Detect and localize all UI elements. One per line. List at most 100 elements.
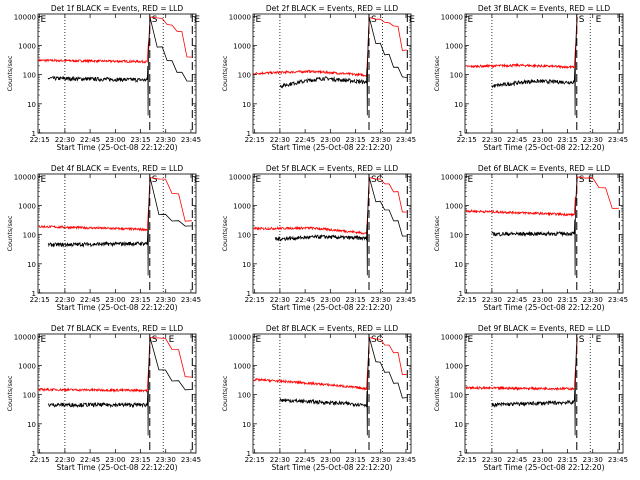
y-tick-label: 10 [27,261,36,269]
y-tick-label: 1000 [233,202,251,210]
plot-frame [252,13,412,134]
event-marker-label: E [409,15,415,25]
event-marker-label: C [376,335,382,345]
y-axis-label: Counts/sec [221,375,229,411]
y-tick-label: 100 [23,72,36,80]
x-tick-label: 23:00 [320,456,340,464]
x-tick-label: 23:30 [156,456,176,464]
x-tick-label: 23:45 [608,456,628,464]
event-marker-label: S [371,15,377,25]
y-tick-label: 1000 [445,42,463,50]
event-marker-label: C [376,175,382,185]
x-tick-label: 22:15 [457,136,477,144]
y-tick-label: 100 [450,392,463,400]
y-tick-label: 10 [454,101,463,109]
y-tick-label: 10000 [229,13,251,21]
x-tick-label: 22:45 [507,456,527,464]
x-tick-label: 22:30 [270,296,290,304]
y-axis-label: Counts/sec [6,375,14,411]
x-tick-label: 22:30 [482,136,502,144]
event-marker-label: E [41,335,47,345]
y-tick-label: 100 [238,232,251,240]
event-marker-label: E [596,335,602,345]
x-tick-label: 23:45 [181,296,201,304]
plot-title: Det 7f BLACK = Events, RED = LLD [51,324,184,333]
event-marker-label: E [468,175,474,185]
x-tick-label: 22:30 [55,296,75,304]
x-tick-label: 22:30 [270,456,290,464]
detector-plot: Det 3f BLACK = Events, RED = LLD 1 10 100 10… [433,4,628,152]
x-tick-label: 23:00 [532,456,552,464]
events-series-line [47,337,192,436]
plot-frame [37,173,197,294]
x-tick-label: 22:30 [55,456,75,464]
event-marker-label: E [41,175,47,185]
lld-series-line [465,176,619,218]
plot-title: Det 4f BLACK = Events, RED = LLD [51,164,184,173]
x-tick-label: 22:45 [80,456,100,464]
x-tick-label: 22:45 [295,456,315,464]
y-tick-label: 10 [454,261,463,269]
x-tick-label: 22:15 [245,456,265,464]
y-tick-label: 1000 [18,202,36,210]
event-marker-label: S [579,15,585,25]
y-tick-label: 1 [247,290,251,298]
x-tick-label: 22:45 [80,296,100,304]
x-axis-label: Start Time (25-Oct-08 22:12:20) [483,303,604,312]
x-tick-label: 22:45 [295,296,315,304]
x-tick-label: 23:30 [156,136,176,144]
detector-plot: Det 5f BLACK = Events, RED = LLD 1 10 100 10… [221,164,416,312]
lld-series-line [38,177,192,232]
y-tick-label: 10 [242,421,251,429]
plot-frame [464,173,624,294]
x-tick-label: 22:15 [457,456,477,464]
x-tick-label: 23:45 [396,456,416,464]
events-series-line [491,337,578,436]
x-tick-label: 23:30 [371,136,391,144]
y-tick-label: 1 [459,130,463,138]
y-tick-label: 1 [247,450,251,458]
events-series-line [279,337,407,436]
event-marker-label: E [256,175,262,185]
x-tick-label: 23:15 [345,456,365,464]
y-tick-label: 10000 [14,13,36,21]
plot-frame [464,13,624,134]
y-tick-label: 1000 [445,362,463,370]
x-tick-label: 23:15 [557,456,577,464]
event-marker-label: E [588,175,594,185]
x-tick-label: 23:00 [320,296,340,304]
event-marker-label: E [194,175,200,185]
plot-frame [252,333,412,454]
x-tick-label: 23:15 [557,136,577,144]
y-tick-label: 100 [23,392,36,400]
detector-plot: Det 2f BLACK = Events, RED = LLD 1 10 100 10… [221,4,416,152]
detector-plot: Det 7f BLACK = Events, RED = LLD 1 10 100 10… [6,324,201,472]
lld-series-line [253,17,407,78]
y-axis-label: Counts/sec [433,215,441,251]
y-tick-label: 100 [238,72,251,80]
x-tick-label: 22:45 [295,136,315,144]
y-axis-label: Counts/sec [433,55,441,91]
plot-title: Det 2f BLACK = Events, RED = LLD [266,4,399,13]
lld-series-line [38,16,192,64]
events-series-line [274,177,407,276]
event-marker-label: S [152,15,158,25]
x-tick-label: 23:45 [608,136,628,144]
x-tick-label: 23:15 [130,136,150,144]
events-series-line [279,17,407,116]
y-tick-label: 10 [242,261,251,269]
x-tick-label: 23:45 [608,296,628,304]
y-tick-label: 10000 [14,173,36,181]
event-marker-label: S [152,335,158,345]
y-axis-label: Counts/sec [433,375,441,411]
event-marker-label: E [194,15,200,25]
x-tick-label: 22:30 [482,456,502,464]
event-marker-label: S [579,175,585,185]
detector-plot: Det 8f BLACK = Events, RED = LLD 1 10 100 10… [221,324,416,472]
event-marker-label: E [468,15,474,25]
x-tick-label: 22:45 [507,136,527,144]
x-tick-label: 23:00 [532,296,552,304]
x-tick-label: 22:30 [270,136,290,144]
plot-title: Det 5f BLACK = Events, RED = LLD [266,164,399,173]
